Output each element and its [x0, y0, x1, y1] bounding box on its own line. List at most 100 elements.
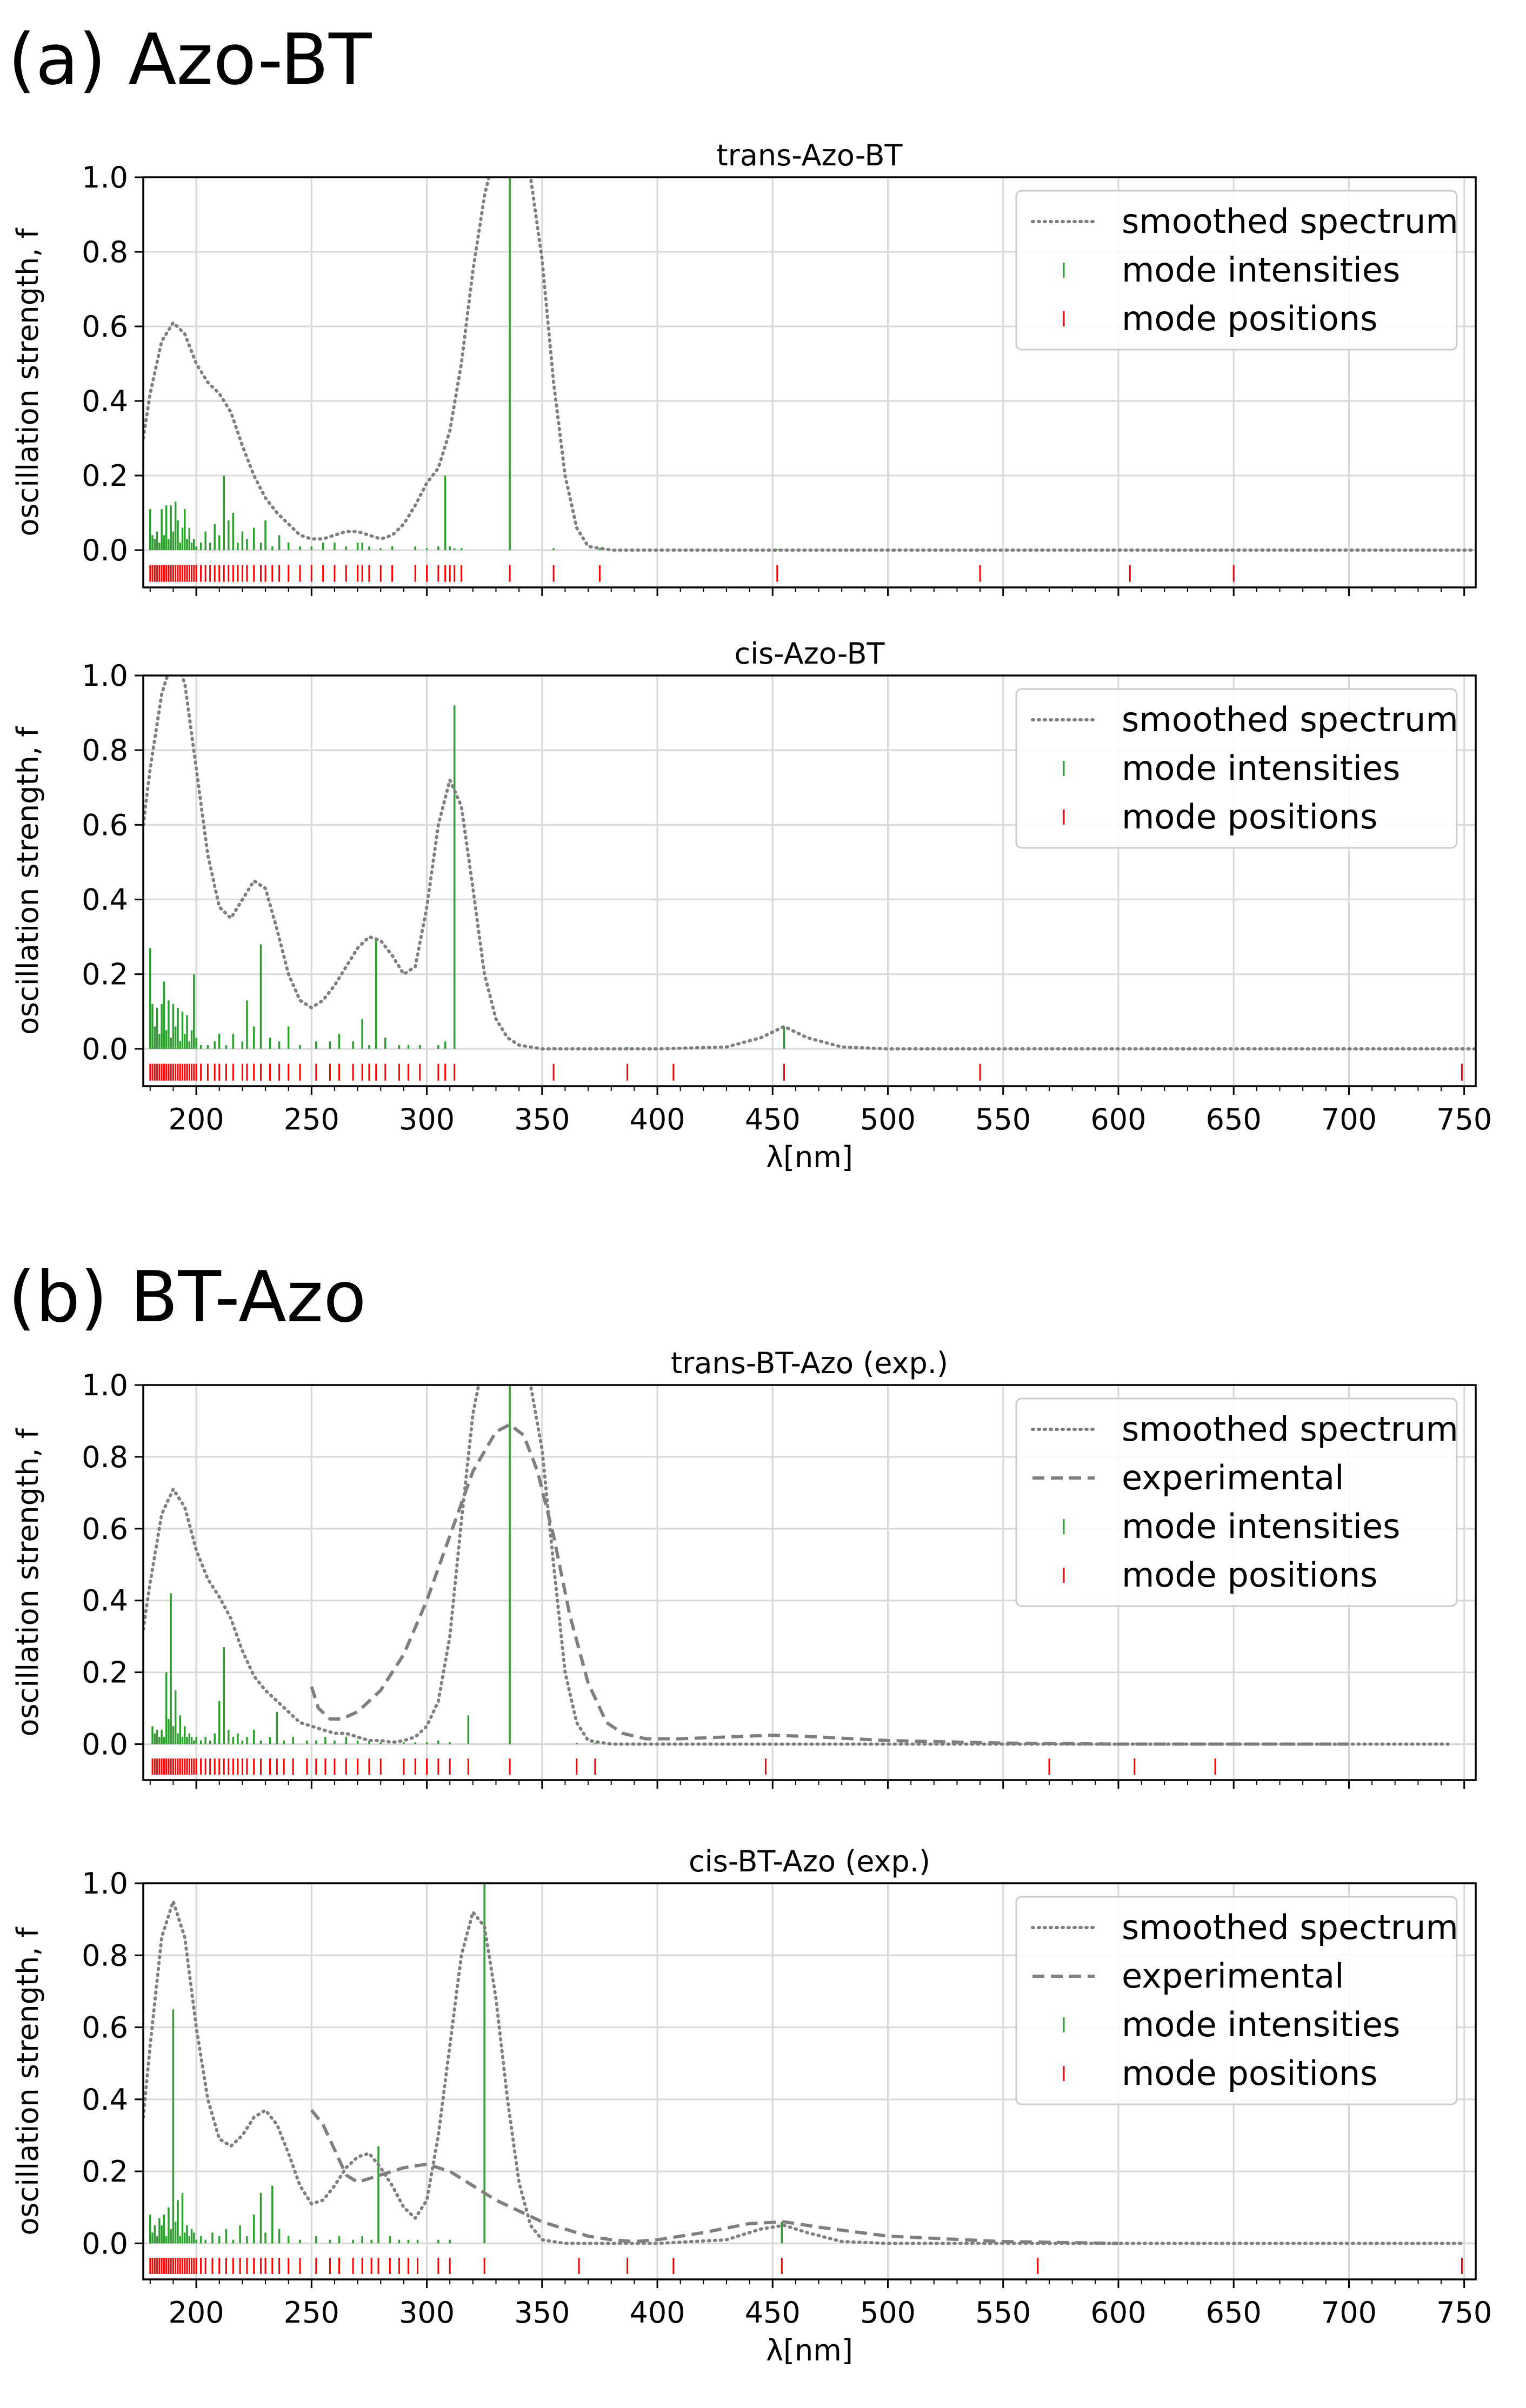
x-tick-label: 600	[1090, 1102, 1146, 1136]
y-axis-label: oscillation strength, f	[11, 227, 45, 536]
plot-frame	[142, 176, 1477, 588]
legend-label: smoothed spectrum	[1122, 700, 1458, 739]
x-tick-label: 700	[1321, 1102, 1377, 1136]
y-tick-label: 0.4	[82, 384, 128, 418]
panel-title: cis-Azo-BT	[734, 637, 885, 671]
mode-positions	[149, 2258, 1463, 2275]
y-tick-label: 0.8	[82, 1938, 128, 1972]
mode-positions	[151, 1758, 1216, 1775]
x-tick-label: 500	[860, 2296, 916, 2330]
panel-title: cis-BT-Azo (exp.)	[689, 1844, 930, 1878]
legend-label: mode positions	[1122, 797, 1377, 837]
chart-panel-cis-bt-azo: 0.0 0.2 0.4 0.6 0.8 1.0 200 250 300 350 400 450 500 5…	[11, 1844, 1492, 2367]
legend-label: mode positions	[1122, 1555, 1377, 1595]
x-tick-label: 300	[399, 2296, 455, 2330]
x-tick-label: 550	[975, 1102, 1031, 1136]
x-tick-label: 400	[629, 2296, 685, 2330]
x-tick-label: 200	[169, 2296, 224, 2330]
y-tick-label: 0.6	[82, 310, 128, 344]
experimental-line	[310, 2109, 1119, 2245]
x-tick-label: 450	[745, 2296, 801, 2330]
x-tick-label: 750	[1436, 2296, 1492, 2330]
x-tick-label: 450	[745, 1102, 801, 1136]
x-tick-label: 600	[1090, 2296, 1146, 2330]
y-tick-label: 0.2	[82, 1656, 128, 1690]
x-tick-label: 300	[399, 1102, 455, 1136]
legend-box	[1015, 1896, 1458, 2105]
x-tick-label: 750	[1436, 1102, 1492, 1136]
y-tick-label: 0.8	[82, 1440, 128, 1474]
legend-label: mode intensities	[1122, 748, 1400, 788]
legend-box	[1015, 190, 1458, 351]
x-tick-label: 200	[169, 1102, 224, 1136]
chart-panel-trans-bt-azo: 0.0 0.2 0.4 0.6 0.8 1.0 trans-BT-Azo (exp.) osc…	[11, 1346, 1477, 1789]
y-tick-label: 0.6	[82, 808, 128, 842]
experimental-line	[310, 1423, 1349, 1746]
smoothed-spectrum-line	[143, 675, 1476, 1051]
y-tick-label: 1.0	[82, 1368, 128, 1402]
legend: smoothed spectrum mode intensities mode po…	[1015, 688, 1458, 849]
mode-positions	[149, 1063, 1463, 1081]
legend: smoothed spectrum experimental mode intens…	[1015, 1397, 1458, 1607]
mode-positions	[149, 565, 1235, 582]
x-tick-label: 650	[1206, 2296, 1262, 2330]
y-tick-label: 0.0	[82, 1032, 128, 1066]
legend-label: mode positions	[1122, 299, 1377, 338]
y-tick-label: 1.0	[82, 659, 128, 693]
y-axis-label: oscillation strength, f	[11, 726, 45, 1035]
legend: smoothed spectrum mode intensities mode po…	[1015, 190, 1458, 351]
legend-label: experimental	[1122, 1956, 1344, 1996]
plot-area	[143, 675, 1476, 1081]
y-tick-label: 0.2	[82, 2155, 128, 2189]
panel-title: trans-Azo-BT	[716, 138, 903, 172]
mode-intensities	[149, 1883, 1463, 2244]
x-tick-label: 700	[1321, 2296, 1377, 2330]
x-axis-label: λ[nm]	[766, 1140, 853, 1174]
legend-label: mode intensities	[1122, 250, 1400, 290]
x-tick-label: 250	[284, 2296, 339, 2330]
plot-area	[143, 177, 1476, 582]
y-tick-label: 0.4	[82, 883, 128, 917]
panel-title: trans-BT-Azo (exp.)	[671, 1346, 948, 1380]
x-tick-label: 550	[975, 2296, 1031, 2330]
y-tick-label: 1.0	[82, 1867, 128, 1901]
y-tick-label: 0.0	[82, 533, 128, 567]
legend-label: smoothed spectrum	[1122, 1908, 1458, 1947]
legend-label: mode intensities	[1122, 2005, 1400, 2044]
x-tick-label: 400	[629, 1102, 685, 1136]
section-label-a: (a) Azo-BT	[8, 18, 372, 101]
x-tick-label: 500	[860, 1102, 916, 1136]
mode-intensities	[151, 1385, 1216, 1744]
plot-area	[143, 1385, 1450, 1775]
legend-label: mode intensities	[1122, 1507, 1400, 1546]
mode-intensities	[149, 705, 1463, 1049]
legend-label: experimental	[1122, 1458, 1344, 1497]
y-axis-label: oscillation strength, f	[11, 1427, 45, 1736]
smoothed-spectrum-line	[143, 177, 1476, 552]
legend-box	[1015, 1397, 1458, 1607]
x-tick-label: 350	[514, 2296, 570, 2330]
plot-area	[143, 1883, 1466, 2275]
section-label-b: (b) BT-Azo	[8, 1256, 366, 1338]
plot-frame	[142, 1882, 1477, 2280]
y-tick-label: 0.0	[82, 2226, 128, 2260]
y-tick-label: 0.4	[82, 1584, 128, 1618]
y-tick-label: 0.8	[82, 235, 128, 269]
y-tick-label: 0.4	[82, 2083, 128, 2117]
legend-box	[1015, 688, 1458, 849]
chart-panel-trans-azo-bt: 0.0 0.2 0.4 0.6 0.8 1.0 trans-Azo-BT oscillatio…	[11, 138, 1477, 596]
legend-label: smoothed spectrum	[1122, 202, 1458, 241]
legend-label: smoothed spectrum	[1122, 1409, 1458, 1449]
y-tick-label: 0.2	[82, 958, 128, 992]
x-axis-label: λ[nm]	[766, 2333, 853, 2367]
smoothed-spectrum-line	[143, 1385, 1450, 1746]
y-tick-label: 1.0	[82, 160, 128, 195]
legend: smoothed spectrum experimental mode intens…	[1015, 1896, 1458, 2105]
y-axis-label: oscillation strength, f	[11, 1926, 45, 2235]
mode-intensities	[149, 177, 1235, 550]
legend-label: mode positions	[1122, 2054, 1377, 2093]
y-tick-label: 0.6	[82, 1512, 128, 1546]
x-tick-label: 250	[284, 1102, 339, 1136]
x-tick-label: 650	[1206, 1102, 1262, 1136]
